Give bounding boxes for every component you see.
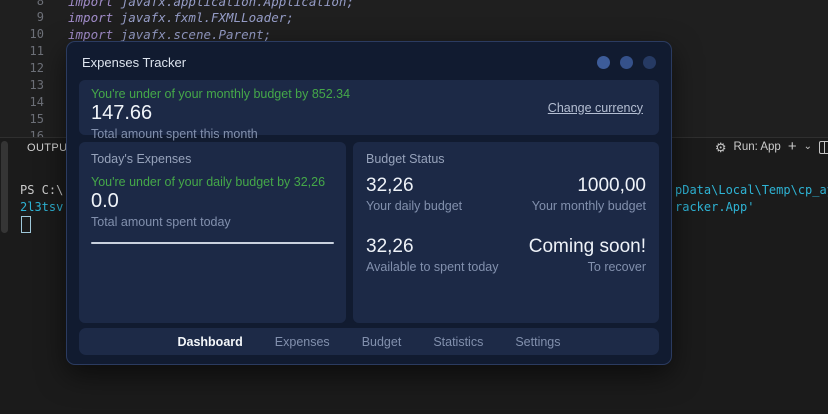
- daily-spent-caption: Total amount spent today: [91, 215, 231, 229]
- code-line: import javafx.scene.Parent;: [68, 26, 271, 43]
- code-keyword: import: [68, 27, 114, 42]
- stat-value: 32,26: [366, 175, 414, 196]
- code-text: javafx.scene.Parent;: [113, 27, 272, 42]
- gear-icon: ⚙: [714, 139, 727, 155]
- nav-item-expenses[interactable]: Expenses: [274, 334, 330, 349]
- code-text: javafx.fxml.FXMLLoader;: [113, 10, 294, 25]
- expenses-tracker-window: Expenses Tracker You're under of your mo…: [66, 41, 672, 365]
- nav-item-statistics[interactable]: Statistics: [433, 334, 484, 349]
- todays-expenses-card: Today's Expenses You're under of your da…: [79, 142, 346, 323]
- code-line: import javafx.application.Application;: [68, 0, 354, 10]
- terminal-cursor[interactable]: [21, 216, 31, 233]
- daily-spent-amount: 0.0: [91, 190, 119, 212]
- change-currency-link[interactable]: Change currency: [547, 100, 643, 115]
- stat-label: Available to spent today: [366, 260, 499, 274]
- bottom-nav: Dashboard Expenses Budget Statistics Set…: [79, 328, 659, 355]
- stat-label: To recover: [587, 260, 646, 274]
- code-keyword: import: [68, 10, 114, 25]
- window-dot-icon[interactable]: [597, 56, 610, 69]
- budget-status-header: Budget Status: [366, 152, 445, 166]
- new-terminal-plus-icon[interactable]: +: [787, 138, 797, 155]
- nav-item-budget[interactable]: Budget: [361, 334, 402, 349]
- line-number: 8: [36, 0, 44, 8]
- todays-expenses-header: Today's Expenses: [91, 152, 192, 166]
- terminal-text: racker.App': [675, 200, 755, 214]
- line-number: 15: [29, 112, 44, 126]
- scrollbar-thumb[interactable]: [1, 141, 8, 233]
- monthly-budget-status: You're under of your monthly budget by 8…: [91, 87, 351, 101]
- terminal-text: pData\Local\Temp\cp_ayxy3: [675, 183, 828, 197]
- terminal-prompt: PS C:\: [20, 183, 64, 197]
- window-dot-icon[interactable]: [643, 56, 656, 69]
- line-number: 12: [29, 61, 44, 75]
- nav-item-settings[interactable]: Settings: [515, 334, 561, 349]
- run-app-button[interactable]: Run: App: [733, 141, 781, 153]
- monthly-summary-card: You're under of your monthly budget by 8…: [79, 80, 659, 141]
- terminal-text: 2l3tsv: [20, 200, 64, 214]
- dashboard-panels: Today's Expenses You're under of your da…: [79, 142, 659, 323]
- code-line: import javafx.fxml.FXMLLoader;: [68, 9, 294, 26]
- panel-toolbar: ⚙ Run: App + ⌄: [714, 138, 828, 155]
- tab-output[interactable]: OUTPUT: [27, 142, 75, 154]
- stat-label: Your monthly budget: [531, 199, 646, 213]
- line-number: 11: [29, 44, 44, 58]
- code-text: javafx.application.Application;: [113, 0, 354, 9]
- stat-value: 32,26: [366, 236, 414, 257]
- split-panel-icon[interactable]: [819, 140, 828, 154]
- stat-monthly-budget: 1000,00 Your monthly budget: [511, 175, 646, 213]
- nav-item-dashboard[interactable]: Dashboard: [177, 334, 243, 349]
- stat-value: Coming soon!: [528, 236, 646, 257]
- window-title: Expenses Tracker: [82, 55, 187, 70]
- line-number: 14: [29, 95, 44, 109]
- window-dot-icon[interactable]: [620, 56, 633, 69]
- stat-available-today: 32,26 Available to spent today: [366, 236, 501, 274]
- line-number: 10: [29, 27, 44, 41]
- budget-stats-grid: 32,26 Your daily budget 1000,00 Your mon…: [366, 175, 646, 274]
- monthly-spent-caption: Total amount spent this month: [91, 127, 258, 141]
- stat-to-recover: Coming soon! To recover: [511, 236, 646, 274]
- chevron-down-icon[interactable]: ⌄: [803, 141, 812, 152]
- daily-budget-status: You're under of your daily budget by 32,…: [91, 175, 326, 189]
- monthly-spent-amount: 147.66: [91, 102, 153, 124]
- code-keyword: import: [68, 0, 114, 9]
- stat-value: 1000,00: [577, 175, 646, 196]
- line-number: 13: [29, 78, 44, 92]
- stat-label: Your daily budget: [366, 199, 463, 213]
- divider: [91, 242, 334, 244]
- window-controls: [597, 56, 656, 69]
- stat-daily-budget: 32,26 Your daily budget: [366, 175, 501, 213]
- budget-status-card: Budget Status 32,26 Your daily budget 10…: [353, 142, 659, 323]
- line-number: 9: [36, 10, 44, 24]
